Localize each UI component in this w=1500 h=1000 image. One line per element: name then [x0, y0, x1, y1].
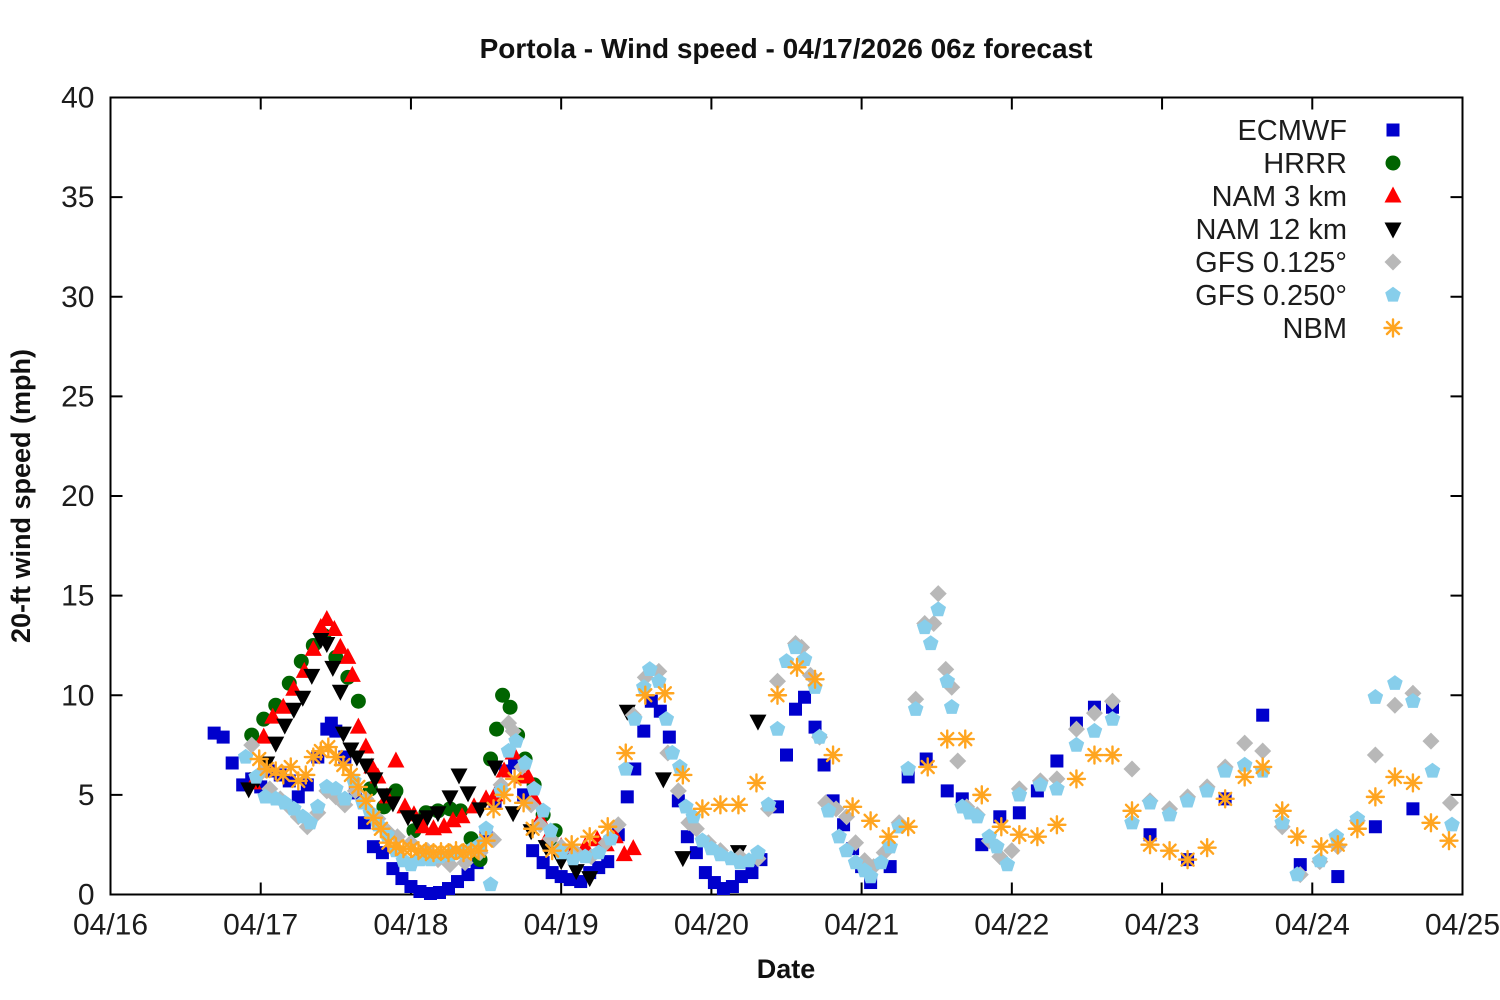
legend-item-gfs-0-250: GFS 0.250° — [1195, 280, 1401, 312]
y-tick-label: 10 — [61, 679, 94, 712]
x-tick-label: 04/25 — [1425, 909, 1500, 942]
x-tick-label: 04/16 — [73, 909, 148, 942]
legend-label: NAM 3 km — [1212, 181, 1347, 213]
y-tick-label: 0 — [78, 879, 95, 912]
y-tick-label: 20 — [61, 480, 94, 513]
x-tick-label: 04/24 — [1275, 909, 1350, 942]
x-tick-label: 04/19 — [524, 909, 599, 942]
y-axis-label: 20-ft wind speed (mph) — [6, 349, 36, 643]
x-tick-label: 04/17 — [223, 909, 298, 942]
legend-item-ecmwf: ECMWF — [1237, 115, 1400, 147]
x-tick-label: 04/18 — [373, 909, 448, 942]
y-tick-label: 5 — [78, 779, 95, 812]
y-tick-label: 35 — [61, 181, 94, 214]
plot-area: 04/16 04/17 04/18 04/19 04/20 04/21 04/22 04/23… — [61, 82, 1500, 942]
legend-label: GFS 0.250° — [1195, 280, 1347, 312]
legend-label: NAM 12 km — [1196, 214, 1347, 246]
series-gfs-0-125 — [243, 585, 1459, 884]
legend-label: NBM — [1283, 313, 1347, 345]
legend-item-gfs-0-125: GFS 0.125° — [1195, 247, 1402, 279]
y-tick-label: 40 — [61, 82, 94, 115]
x-tick-label: 04/21 — [824, 909, 899, 942]
y-tick-label: 25 — [61, 380, 94, 413]
x-axis-label: Date — [757, 954, 816, 984]
y-tick-label: 15 — [61, 580, 94, 613]
series-nbm — [249, 657, 1459, 870]
x-tick-label: 04/23 — [1125, 909, 1200, 942]
legend-item-nam-12-km: NAM 12 km — [1196, 214, 1402, 246]
legend-item-nbm: NBM — [1283, 313, 1403, 345]
chart-title: Portola - Wind speed - 04/17/2026 06z fo… — [480, 33, 1093, 64]
x-tick-label: 04/22 — [974, 909, 1049, 942]
legend-item-nam-3-km: NAM 3 km — [1212, 181, 1402, 213]
legend-label: HRRR — [1263, 148, 1347, 180]
legend-label: GFS 0.125° — [1195, 247, 1347, 279]
legend-item-hrrr: HRRR — [1263, 148, 1401, 180]
x-tick-label: 04/20 — [674, 909, 749, 942]
y-tick-label: 30 — [61, 281, 94, 314]
legend-label: ECMWF — [1237, 115, 1347, 147]
